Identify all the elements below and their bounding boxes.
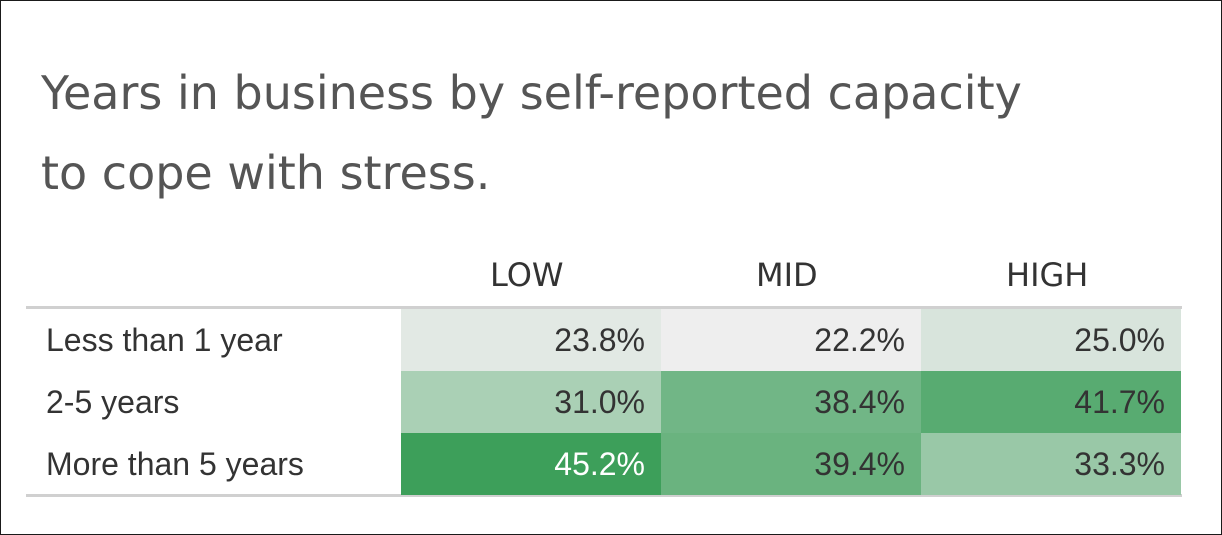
column-header-mid: MID bbox=[756, 256, 818, 294]
row-label-2-5-years: 2-5 years bbox=[46, 384, 180, 420]
top-divider bbox=[26, 306, 1182, 309]
column-header-high: HIGH bbox=[1006, 256, 1089, 294]
row-label-more-than-5-years: More than 5 years bbox=[46, 446, 304, 482]
heatmap-cell-less-than-1-year-high: 25.0% bbox=[921, 309, 1181, 371]
heatmap-cell-2-5-years-high: 41.7% bbox=[921, 371, 1181, 433]
column-header-low: LOW bbox=[490, 256, 564, 294]
heatmap-cell-more-than-5-years-low: 45.2% bbox=[401, 433, 661, 495]
chart-title: Years in business by self-reported capac… bbox=[41, 66, 1022, 200]
heatmap-cell-2-5-years-mid: 38.4% bbox=[661, 371, 921, 433]
heatmap-cell-more-than-5-years-high: 33.3% bbox=[921, 433, 1181, 495]
row-label-less-than-1-year: Less than 1 year bbox=[46, 322, 283, 358]
bottom-divider bbox=[26, 494, 1182, 497]
heatmap-table: LOW MID HIGH Less than 1 year 2-5 years … bbox=[26, 251, 1182, 497]
heatmap-cell-less-than-1-year-mid: 22.2% bbox=[661, 309, 921, 371]
heatmap-cell-more-than-5-years-mid: 39.4% bbox=[661, 433, 921, 495]
column-header-row: LOW MID HIGH bbox=[26, 251, 1182, 306]
heatmap-cell-less-than-1-year-low: 23.8% bbox=[401, 309, 661, 371]
heatmap-cell-2-5-years-low: 31.0% bbox=[401, 371, 661, 433]
